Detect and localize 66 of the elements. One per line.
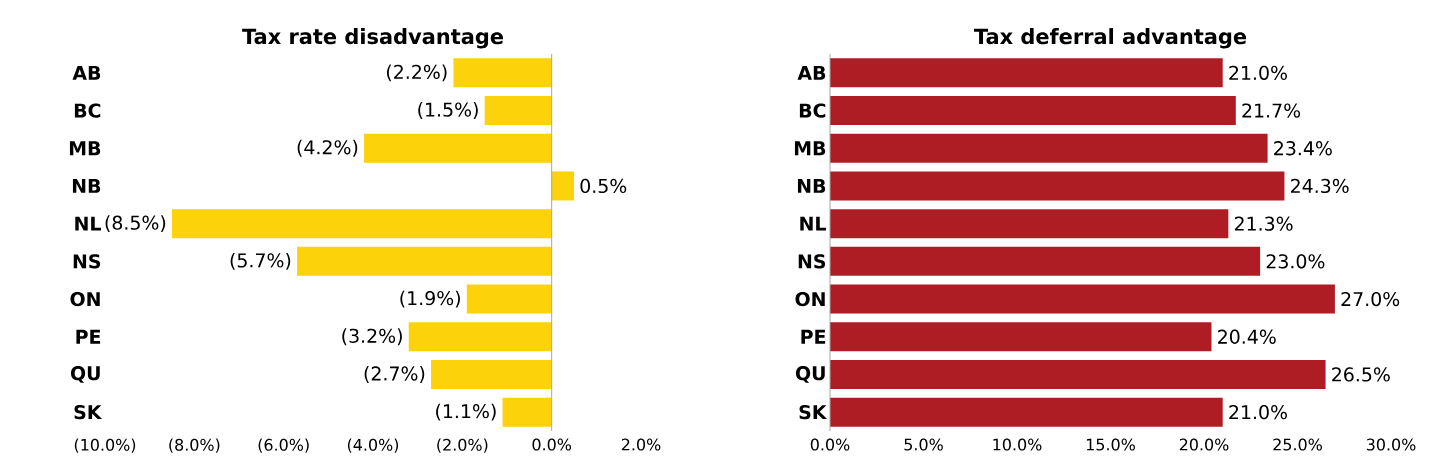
data-label: 0.5% [580,178,627,194]
y-tick-label: AB [797,65,826,80]
data-label: 21.0% [1229,65,1287,80]
y-tick-label: MB [794,141,826,156]
data-label: (3.2%) [342,328,402,346]
x-tick-label: 0.0% [810,438,850,451]
bar [830,209,1229,239]
y-tick-label: QU [795,366,825,383]
data-label: (1.5%) [418,102,478,119]
y-tick-label: NB [797,179,826,193]
data-label: 24.3% [1291,178,1349,194]
x-tick-label: (2.0%) [437,438,488,453]
y-tick-label: QU [70,366,100,383]
chart-title: Tax deferral advantage [974,28,1247,49]
bar [830,359,1326,389]
data-label: (8.5%) [105,215,166,233]
y-tick-label: BC [74,103,101,118]
y-tick-label: ON [70,291,100,307]
chart-title: Tax rate disadvantage [242,28,504,49]
y-tick-label: MB [69,141,101,156]
x-tick-label: 25.0% [1273,438,1322,451]
x-tick-label: 5.0% [904,438,943,451]
data-label: (4.2%) [297,139,358,157]
x-tick-label: 10.0% [993,438,1042,451]
y-tick-label: PE [76,329,101,344]
data-label: (5.7%) [230,252,291,270]
data-label: 23.4% [1274,141,1332,156]
x-tick-label: 2.0% [621,438,661,451]
data-label: 21.0% [1229,405,1287,420]
y-tick-label: PE [801,329,826,344]
bar [830,322,1212,352]
y-tick-label: SK [799,405,828,420]
data-label: (2.7%) [364,366,425,383]
y-tick-label: NL [800,216,826,231]
bar [830,96,1236,126]
bar [830,133,1268,163]
y-tick-label: AB [72,65,101,80]
data-label: 26.5% [1332,367,1390,382]
data-label: 27.0% [1341,291,1400,307]
x-tick-label: (6.0%) [258,438,309,453]
bar [830,397,1223,427]
x-tick-label: (10.0%) [74,438,136,453]
y-tick-label: ON [795,291,825,307]
x-tick-label: (8.0%) [169,438,220,453]
y-tick-label: NS [73,254,101,269]
bar [830,58,1223,88]
data-label: (1.1%) [436,403,496,421]
y-tick-label: NS [798,254,826,269]
data-label: 23.0% [1266,254,1325,269]
data-label: (2.2%) [386,64,447,82]
data-label: (1.9%) [400,290,460,308]
x-tick-label: 0.0% [532,438,572,451]
bar [830,284,1335,314]
y-tick-label: SK [74,405,103,420]
data-label: 21.7% [1242,103,1301,118]
x-tick-label: (4.0%) [347,438,399,453]
y-tick-label: BC [799,103,826,118]
data-label: 21.3% [1234,216,1293,231]
y-tick-label: NB [72,179,101,193]
bar [830,171,1285,201]
y-tick-label: NL [75,216,101,231]
x-tick-label: 20.0% [1179,438,1229,451]
data-label: 20.4% [1218,329,1276,344]
bar [830,246,1261,276]
x-tick-label: 15.0% [1086,438,1135,451]
x-tick-label: 30.0% [1366,438,1416,451]
